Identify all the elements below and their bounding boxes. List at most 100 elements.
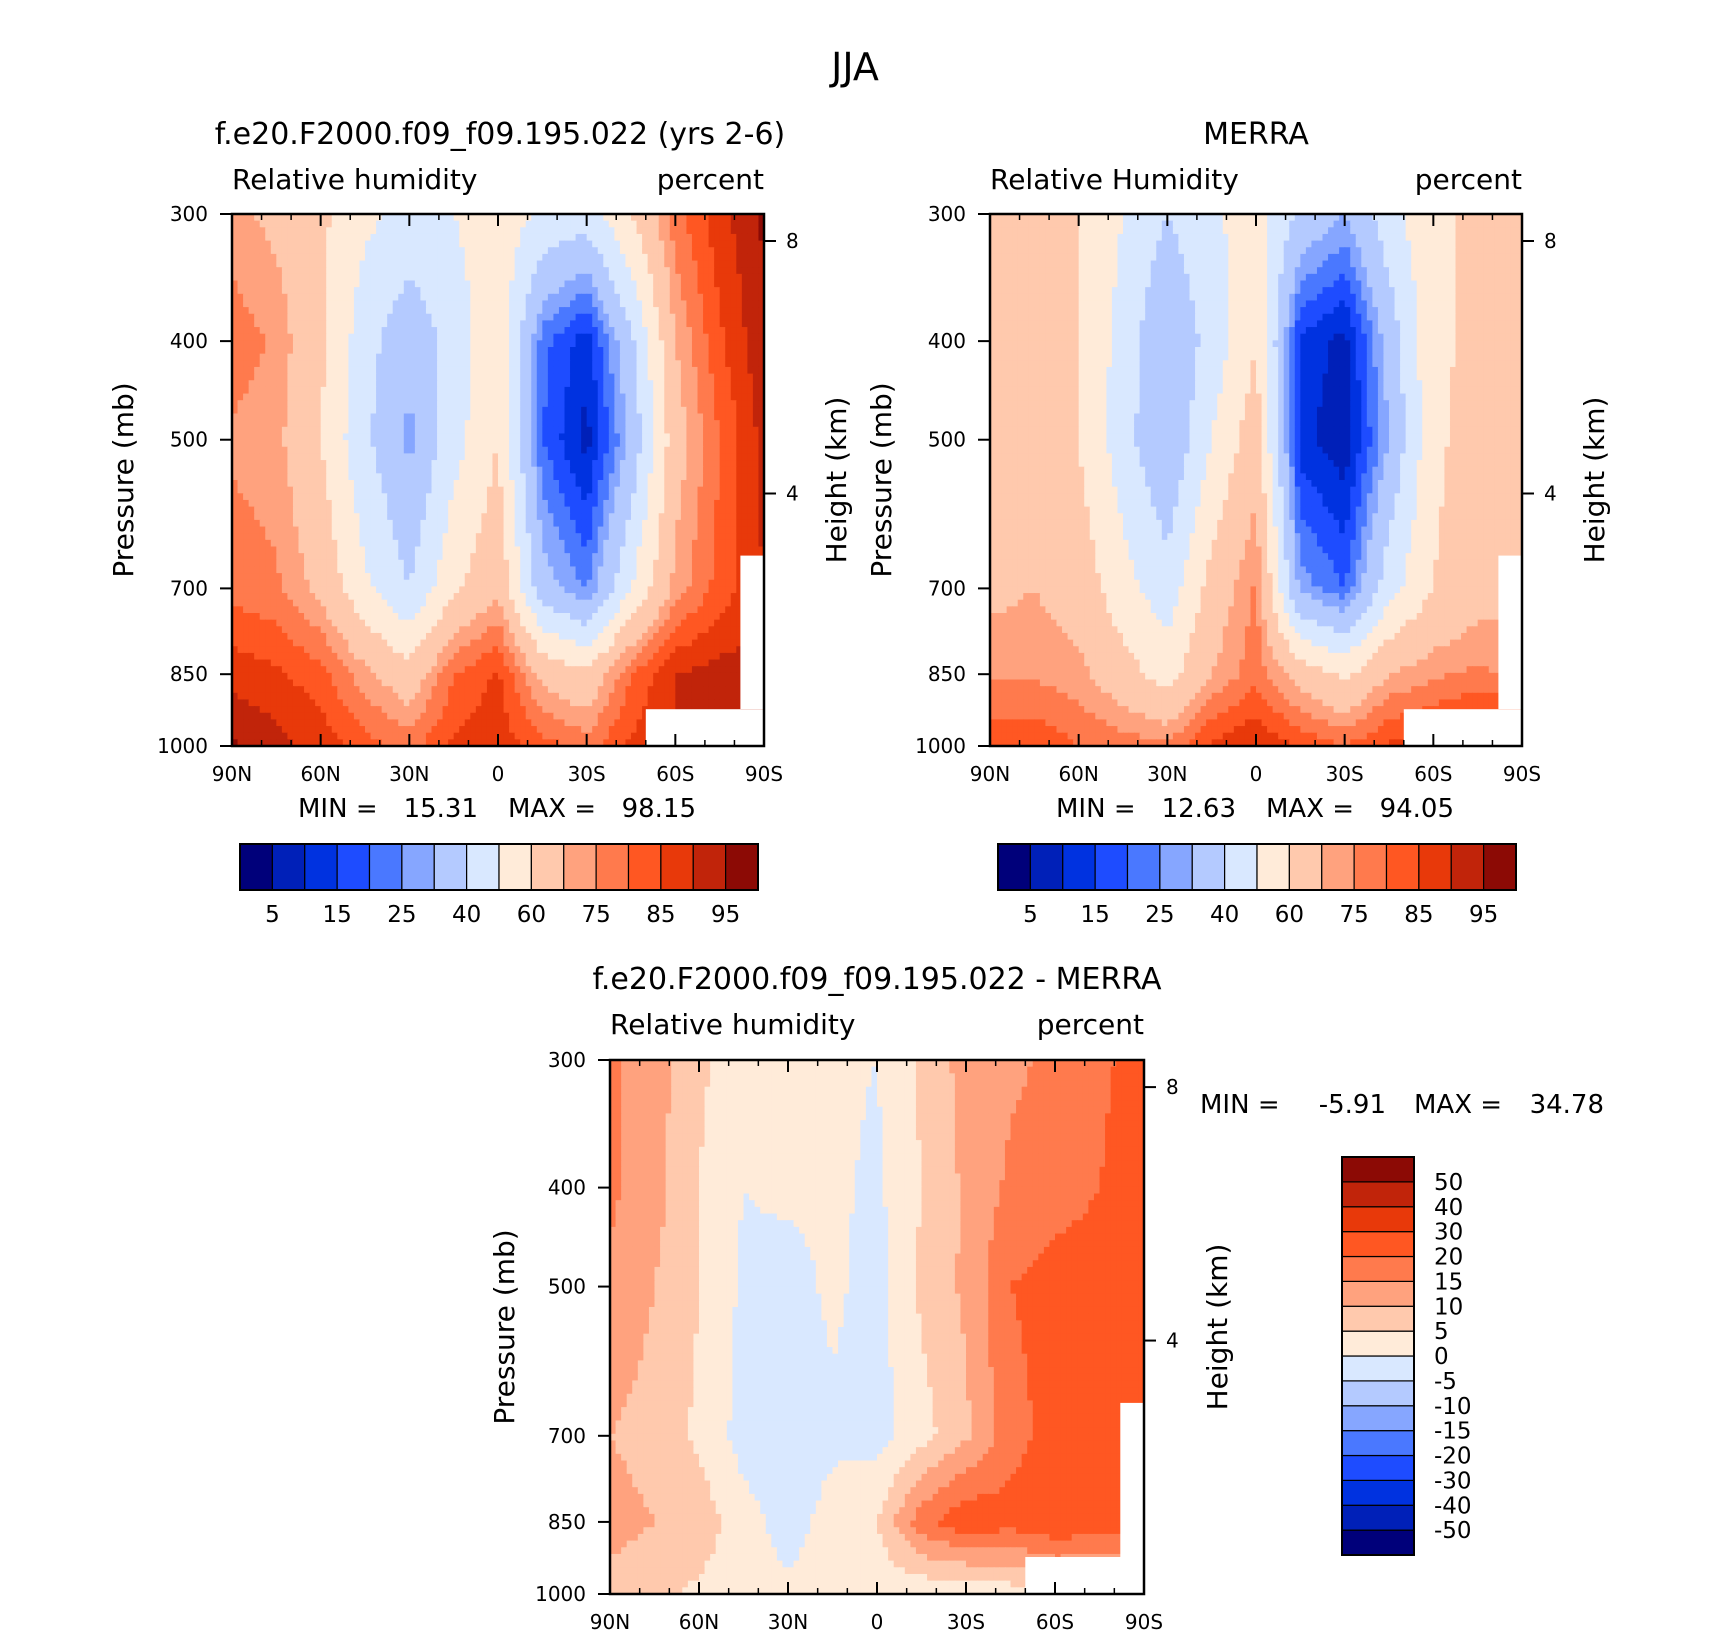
field-cell xyxy=(287,327,294,335)
field-cell xyxy=(270,267,277,275)
field-cell xyxy=(243,533,250,541)
field-cell xyxy=(431,380,438,388)
field-cell xyxy=(248,426,255,435)
field-cell xyxy=(520,347,527,355)
field-cell xyxy=(741,426,748,435)
field-cell xyxy=(625,499,632,508)
field-cell xyxy=(680,426,688,435)
field-cell xyxy=(736,373,743,381)
field-cell xyxy=(691,466,699,474)
field-cell xyxy=(680,553,688,561)
field-cell xyxy=(475,413,482,421)
field-cell xyxy=(492,267,499,275)
field-cell xyxy=(542,220,549,228)
field-cell xyxy=(542,233,549,242)
field-cell xyxy=(658,539,665,548)
field-cell xyxy=(730,473,737,481)
field-cell xyxy=(392,486,399,494)
field-cell xyxy=(304,506,311,514)
field-cell xyxy=(708,320,715,328)
field-cell xyxy=(425,506,433,514)
field-cell xyxy=(326,220,333,228)
field-cell xyxy=(747,420,754,428)
field-cell xyxy=(392,366,399,375)
field-cell xyxy=(553,426,560,435)
field-cell xyxy=(448,526,455,534)
field-cell xyxy=(619,307,627,315)
field-cell xyxy=(725,373,732,381)
field-cell xyxy=(714,353,721,361)
field-cell xyxy=(503,313,510,321)
field-cell xyxy=(669,353,676,361)
field-cell xyxy=(448,333,455,341)
field-cell xyxy=(431,347,438,355)
field-cell xyxy=(392,386,399,395)
field-cell xyxy=(265,513,272,521)
field-cell xyxy=(459,499,466,508)
field-cell xyxy=(564,526,571,534)
field-cell xyxy=(409,446,416,454)
field-cell xyxy=(647,273,654,282)
field-cell xyxy=(309,480,316,488)
field-cell xyxy=(248,280,255,288)
field-cell xyxy=(381,273,388,282)
field-cell xyxy=(570,347,577,355)
field-cell xyxy=(636,506,643,514)
field-cell xyxy=(381,486,388,494)
field-cell xyxy=(281,406,289,415)
field-cell xyxy=(365,233,372,242)
field-cell xyxy=(459,519,466,528)
field-cell xyxy=(514,287,521,295)
field-cell xyxy=(564,473,571,481)
field-cell xyxy=(442,220,449,228)
field-cell xyxy=(603,320,610,328)
field-cell xyxy=(498,214,505,222)
field-cell xyxy=(614,260,621,268)
field-cell xyxy=(509,327,516,335)
field-cell xyxy=(703,280,710,288)
field-cell xyxy=(470,233,477,242)
field-cell xyxy=(475,214,482,222)
field-cell xyxy=(525,353,532,361)
field-cell xyxy=(326,393,333,401)
field-cell xyxy=(575,267,582,275)
field-cell xyxy=(298,433,305,441)
field-cell xyxy=(691,300,699,308)
field-cell xyxy=(608,533,615,541)
field-cell xyxy=(570,486,577,494)
field-cell xyxy=(309,546,316,554)
field-cell xyxy=(725,220,732,228)
field-cell xyxy=(636,353,643,361)
field-cell xyxy=(498,386,505,395)
field-cell xyxy=(237,347,244,355)
field-cell xyxy=(304,400,311,408)
field-cell xyxy=(486,366,494,375)
field-cell xyxy=(403,539,410,548)
field-cell xyxy=(309,433,316,441)
field-cell xyxy=(747,293,754,302)
field-cell xyxy=(525,413,532,421)
field-cell xyxy=(741,313,748,321)
field-cell xyxy=(619,227,627,235)
field-cell xyxy=(315,513,322,521)
field-cell xyxy=(403,533,410,541)
field-cell xyxy=(448,300,455,308)
field-cell xyxy=(714,413,721,421)
field-cell xyxy=(254,327,261,335)
field-cell xyxy=(492,460,499,468)
field-cell xyxy=(304,486,311,494)
field-cell xyxy=(547,433,555,441)
field-cell xyxy=(542,473,549,481)
field-cell xyxy=(575,546,582,554)
field-cell xyxy=(680,526,688,534)
field-cell xyxy=(619,406,627,415)
field-cell xyxy=(619,539,627,548)
field-cell xyxy=(669,320,676,328)
field-cell xyxy=(492,300,499,308)
field-cell xyxy=(276,313,283,321)
field-cell xyxy=(309,486,316,494)
field-cell xyxy=(697,327,704,335)
field-cell xyxy=(553,273,560,282)
field-cell xyxy=(309,214,316,222)
field-cell xyxy=(298,526,305,534)
